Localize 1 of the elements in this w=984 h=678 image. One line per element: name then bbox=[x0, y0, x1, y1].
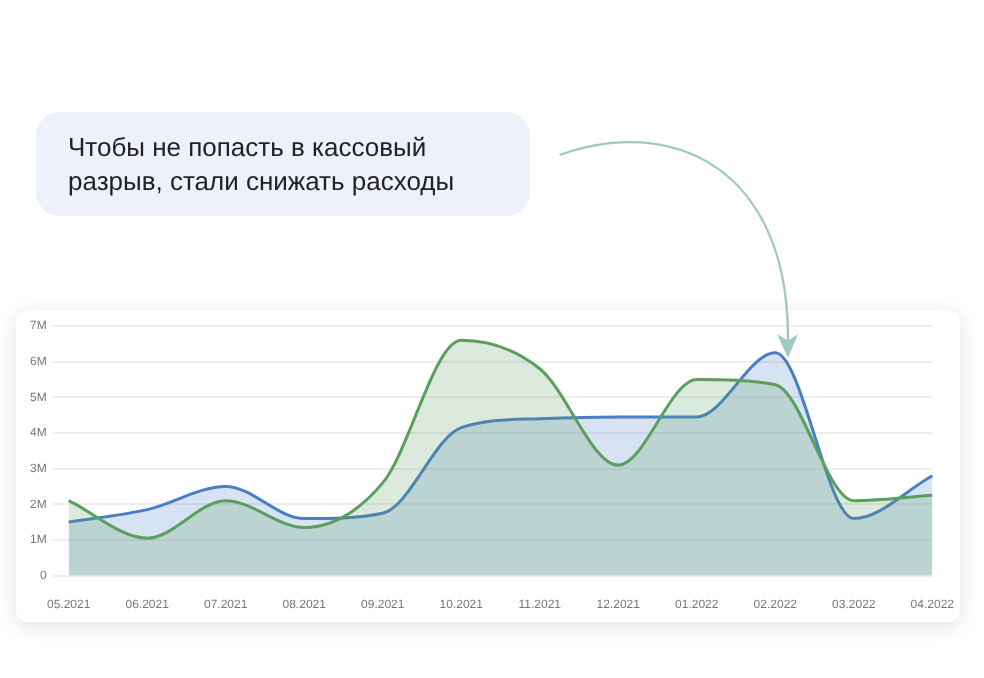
text: Чтобы не попасть в кассовый разрыв, стали снижать расходы bbox=[36, 112, 530, 216]
